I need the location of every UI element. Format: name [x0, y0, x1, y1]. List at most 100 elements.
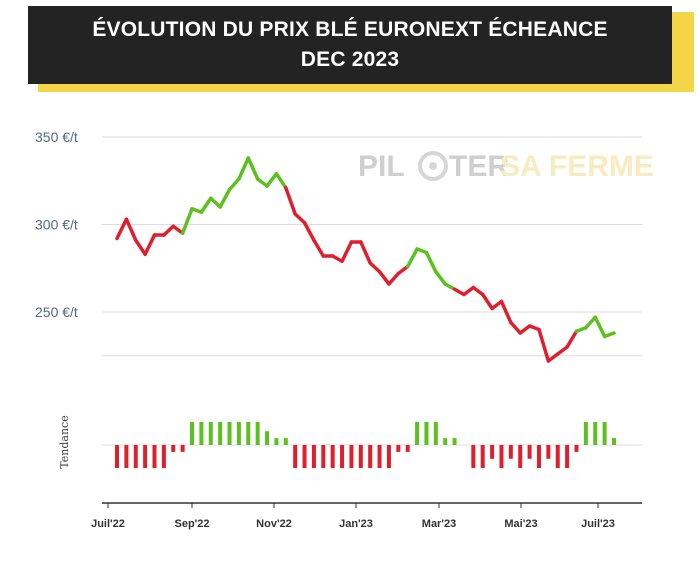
price-line-segment	[480, 292, 494, 311]
price-line-segment	[565, 329, 579, 349]
price-line-segment	[284, 186, 297, 216]
trend-bar	[152, 445, 157, 468]
trend-bar	[302, 445, 307, 468]
x-tick-label: Mai'23	[504, 518, 537, 530]
x-tick-label: Juil'23	[581, 518, 615, 530]
trend-bar	[368, 445, 373, 468]
trend-bar	[358, 445, 363, 468]
x-tick-label: Mar'23	[422, 518, 456, 530]
y-tick-label: 350 €/t	[35, 129, 78, 145]
trend-bar	[274, 438, 279, 445]
trend-bar	[124, 445, 129, 468]
trend-bar	[236, 422, 241, 445]
price-line-segment	[490, 299, 504, 311]
trend-bar	[180, 445, 185, 452]
price-line-segment	[509, 320, 522, 335]
trend-bar	[133, 445, 138, 468]
trend-bar	[321, 445, 326, 468]
price-line-segment	[368, 261, 382, 274]
price-line-segment	[162, 224, 176, 237]
watermark: PIL TER SA FERME	[358, 150, 654, 183]
watermark-part3: SA FERME	[500, 150, 654, 183]
x-tick-label: Sep'22	[174, 518, 209, 530]
trend-bar	[311, 445, 316, 468]
trend-bar	[246, 422, 251, 445]
price-line-segment	[340, 240, 354, 263]
price-line-segment	[546, 352, 560, 363]
price-line-segment	[424, 250, 438, 274]
price-line-segment	[434, 270, 447, 286]
trend-bar	[293, 445, 298, 468]
trend-bar	[424, 422, 429, 445]
trend-bar	[602, 422, 607, 445]
price-line-segment	[377, 270, 391, 286]
price-line-segment	[537, 327, 551, 363]
trend-bar	[227, 422, 232, 445]
price-line-segment	[555, 345, 569, 356]
price-line	[115, 156, 616, 363]
tendance-label: Tendance	[58, 415, 71, 468]
price-line-segment	[387, 271, 401, 286]
trend-bar	[536, 445, 541, 468]
trend-bar	[518, 445, 523, 468]
trend-bar	[565, 445, 570, 468]
price-line-segment	[227, 177, 241, 192]
trend-bar	[265, 431, 270, 445]
price-line-segment	[218, 187, 232, 209]
price-line-segment	[405, 247, 419, 269]
price-line-segment	[396, 264, 410, 276]
trend-bar	[218, 422, 223, 445]
chart-title-line1: ÉVOLUTION DU PRIX BLÉ EURONEXT ÉCHEANCE	[92, 18, 608, 41]
trend-bar	[377, 445, 382, 468]
trend-bar	[161, 445, 166, 468]
trend-bar	[574, 445, 579, 452]
watermark-part2: TER	[449, 150, 509, 183]
trend-bar	[115, 445, 119, 468]
trend-bar	[499, 445, 504, 468]
x-tick-label: Jan'23	[339, 518, 373, 530]
trend-bar	[508, 445, 513, 459]
x-tick-label: Nov'22	[256, 518, 292, 530]
y-axis-ticks: 350 €/t 300 €/t 250 €/t	[35, 129, 78, 320]
price-line-segment	[124, 217, 138, 242]
trend-bar	[255, 422, 260, 445]
price-line-segment	[518, 324, 532, 335]
price-line-segment	[359, 240, 372, 265]
trend-bar	[443, 438, 448, 445]
price-line-segment	[302, 221, 316, 242]
trend-bar	[527, 445, 532, 459]
chart-title-line2: DEC 2023	[300, 48, 400, 71]
price-line-segment	[471, 285, 485, 297]
price-line-segment	[237, 156, 251, 181]
trend-bar	[349, 445, 354, 468]
trend-bar	[471, 445, 476, 468]
price-line-segment	[584, 315, 597, 330]
gridlines	[102, 136, 642, 446]
x-tick-label: Juil'22	[91, 518, 125, 530]
trend-bar	[433, 422, 438, 445]
price-line-segment	[265, 172, 279, 188]
price-line-segment	[115, 217, 129, 241]
price-line-segment	[452, 287, 466, 297]
y-tick-label: 300 €/t	[35, 217, 78, 233]
trend-bar	[490, 445, 495, 459]
price-line-segment	[209, 196, 222, 209]
price-line-segment	[143, 233, 157, 256]
price-line-segment	[246, 156, 260, 181]
trend-bar	[208, 422, 213, 445]
trend-bar	[396, 445, 401, 452]
price-line-segment	[199, 196, 213, 214]
y-tick-label: 250 €/t	[35, 304, 78, 320]
trend-bar	[583, 422, 588, 445]
price-line-segment	[443, 282, 457, 291]
title-banner: ÉVOLUTION DU PRIX BLÉ EURONEXT ÉCHEANCE …	[28, 6, 672, 84]
price-line-segment	[171, 224, 185, 235]
trend-bar	[593, 422, 598, 445]
trend-bar	[546, 445, 551, 459]
price-line-segment	[134, 238, 147, 256]
price-line-segment	[312, 238, 326, 258]
trend-bar	[199, 422, 204, 445]
price-line-segment	[593, 315, 607, 339]
trend-bar	[415, 422, 420, 445]
